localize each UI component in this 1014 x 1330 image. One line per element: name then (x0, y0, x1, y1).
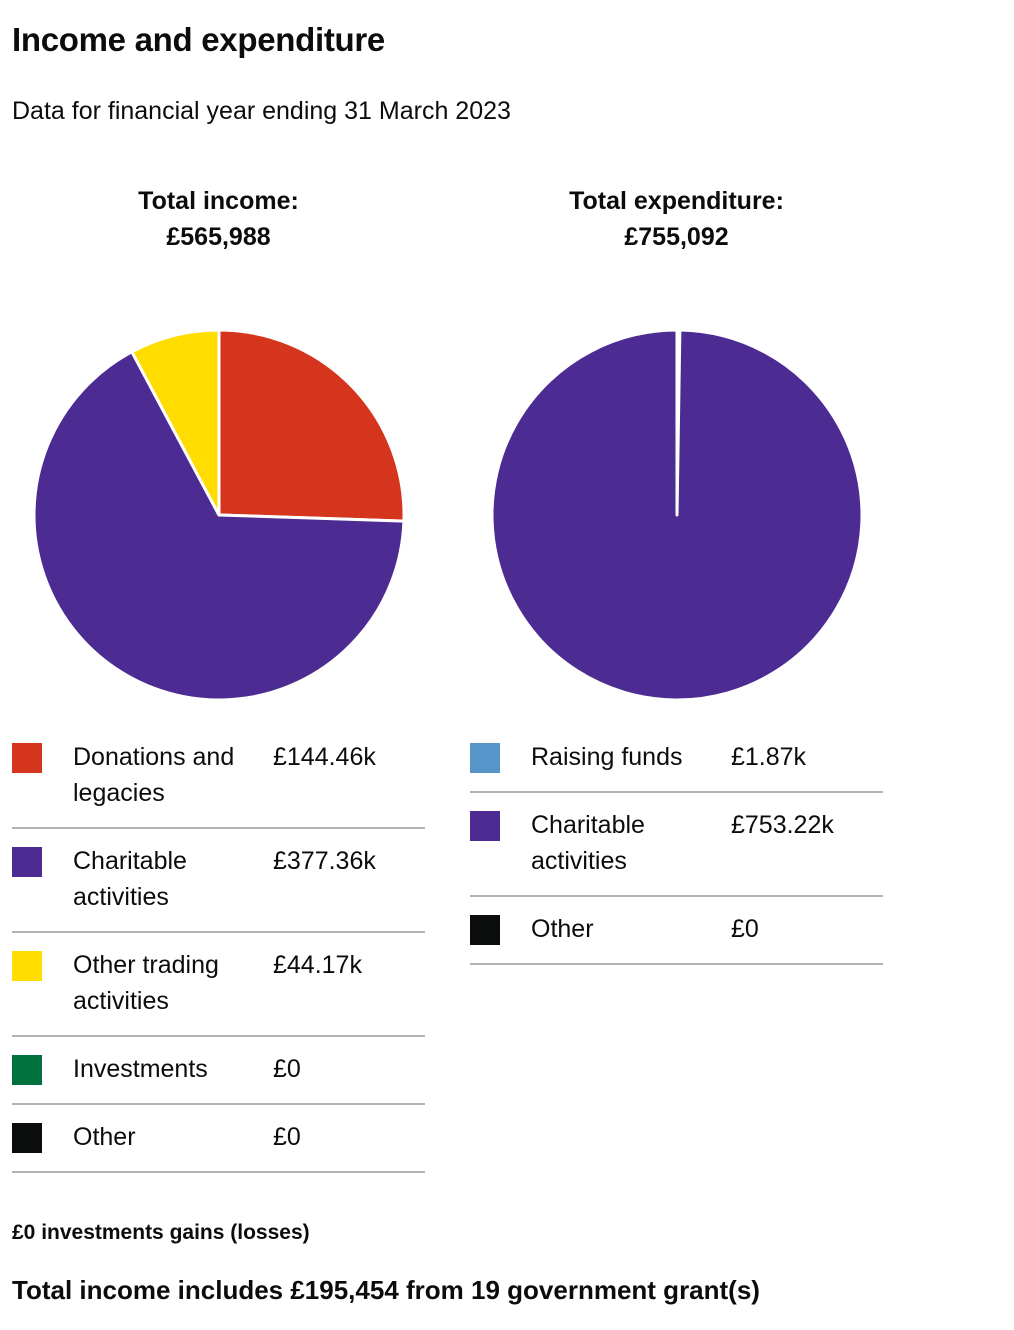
legend-label: Other trading activities (73, 951, 219, 1015)
expenditure-legend-row-charitable-activities: Charitable activities £753.22k (470, 793, 883, 897)
legend-value: £753.22k (731, 811, 834, 839)
income-legend-row-donations-and-legacies: Donations and legacies £144.46k (12, 725, 425, 829)
legend-value: £1.87k (731, 743, 807, 771)
income-legend: Donations and legacies £144.46k Charitable… (12, 725, 425, 1173)
legend-swatch (12, 743, 42, 773)
income-slice-charitable-activities (33, 350, 405, 701)
expenditure-slice-charitable-activities (491, 329, 863, 701)
legend-swatch (12, 1123, 42, 1153)
legend-label: Donations and legacies (73, 743, 235, 807)
legend-label: Charitable activities (531, 811, 645, 875)
legend-label: Charitable activities (73, 847, 187, 911)
legend-label: Investments (73, 1055, 208, 1083)
expenditure-heading: Total expenditure: £755,092 (470, 183, 883, 255)
legend-value: £0 (273, 1055, 301, 1083)
income-legend-row-other: Other £0 (12, 1105, 425, 1173)
income-heading: Total income: £565,988 (12, 183, 425, 255)
investment-gains-note: £0 investments gains (losses) (12, 1221, 310, 1244)
legend-label: Raising funds (531, 743, 683, 771)
legend-swatch (470, 811, 500, 841)
expenditure-legend: Raising funds £1.87k Charitable activities… (470, 725, 883, 965)
legend-swatch (12, 1055, 42, 1085)
expenditure-heading-label: Total expenditure: (569, 187, 784, 215)
income-slice-other-trading-activities (130, 329, 221, 517)
legend-swatch (12, 847, 42, 877)
legend-value: £0 (731, 915, 759, 943)
expenditure-section: Total expenditure: £755,092 Raising fund… (470, 183, 883, 965)
income-heading-total: £565,988 (166, 223, 271, 251)
government-grants-note: Total income includes £195,454 from 19 g… (12, 1275, 760, 1305)
income-legend-row-investments: Investments £0 (12, 1037, 425, 1105)
expenditure-pie-chart (491, 329, 863, 701)
income-legend-row-other-trading-activities: Other trading activities £44.17k (12, 933, 425, 1037)
expenditure-legend-row-raising-funds: Raising funds £1.87k (470, 725, 883, 793)
expenditure-legend-row-other: Other £0 (470, 897, 883, 965)
expenditure-heading-total: £755,092 (624, 223, 729, 251)
income-slice-donations-and-legacies (217, 329, 405, 523)
legend-swatch (470, 915, 500, 945)
legend-value: £144.46k (273, 743, 376, 771)
legend-swatch (12, 951, 42, 981)
legend-value: £44.17k (273, 951, 362, 979)
income-legend-row-charitable-activities: Charitable activities £377.36k (12, 829, 425, 933)
income-pie-chart (33, 329, 405, 701)
legend-value: £0 (273, 1123, 301, 1151)
page-title: Income and expenditure (12, 21, 385, 58)
page-subtitle: Data for financial year ending 31 March … (12, 97, 511, 125)
legend-value: £377.36k (273, 847, 376, 875)
legend-label: Other (73, 1123, 136, 1151)
legend-label: Other (531, 915, 594, 943)
legend-swatch (470, 743, 500, 773)
income-heading-label: Total income: (138, 187, 299, 215)
income-section: Total income: £565,988 Donations and leg… (12, 183, 425, 1173)
